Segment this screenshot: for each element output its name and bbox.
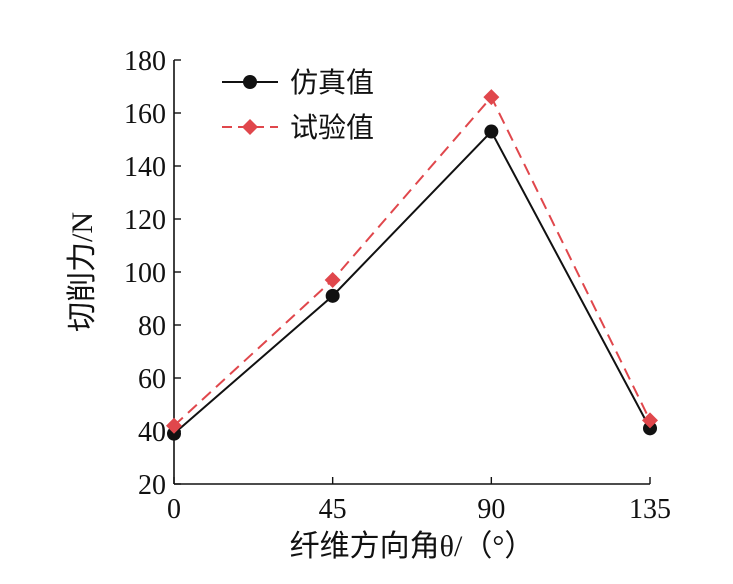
y-tick-label: 80: [138, 311, 166, 342]
y-tick-label: 160: [124, 99, 166, 130]
data-point: [325, 288, 340, 303]
legend-marker: [242, 119, 258, 135]
data-point: [483, 89, 500, 106]
y-tick-label: 180: [124, 46, 166, 77]
x-tick-label: 0: [167, 494, 181, 525]
y-tick-label: 120: [124, 205, 166, 236]
series-line: [173, 95, 651, 427]
x-tick-label: 135: [629, 494, 671, 525]
axes: 20 40 60 80 100 120 140 160 180 0 45 90 135: [124, 46, 671, 525]
x-axis-label: 纤维方向角θ/（°）: [290, 530, 535, 563]
legend-marker: [243, 75, 257, 89]
series-2: [166, 89, 658, 434]
series-layer: [166, 89, 658, 441]
series-line: [173, 129, 651, 435]
data-point: [484, 124, 499, 139]
y-tick-label: 140: [124, 152, 166, 183]
y-tick-label: 20: [138, 470, 166, 501]
legend-label: 仿真值: [290, 67, 374, 99]
data-point: [166, 417, 182, 434]
legend-label: 试验值: [290, 112, 374, 144]
series-1: [167, 124, 657, 441]
data-point: [324, 271, 341, 288]
y-tick-label: 60: [138, 364, 166, 395]
x-tick-label: 90: [477, 494, 505, 525]
x-tick-label: 45: [319, 494, 347, 525]
y-tick-label: 100: [124, 258, 166, 289]
data-point: [642, 412, 658, 429]
y-axis-label: 切削力/N: [66, 212, 99, 332]
y-tick-label: 40: [138, 417, 166, 448]
